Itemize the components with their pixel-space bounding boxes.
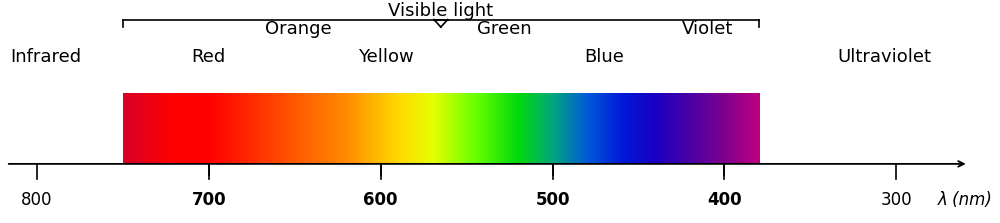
Text: Blue: Blue [584,48,624,66]
Text: λ (nm): λ (nm) [938,191,992,209]
Text: Infrared: Infrared [10,48,81,66]
Text: Green: Green [477,20,532,38]
Text: 700: 700 [191,191,226,209]
Text: Orange: Orange [265,20,331,38]
Text: Violet: Violet [682,20,733,38]
Text: 300: 300 [881,191,912,209]
Text: Ultraviolet: Ultraviolet [837,48,931,66]
Text: 600: 600 [363,191,398,209]
Text: Yellow: Yellow [358,48,414,66]
Text: Visible light: Visible light [388,2,493,20]
Text: 500: 500 [535,191,570,209]
Text: Red: Red [192,48,226,66]
Text: 800: 800 [21,191,53,209]
Text: 400: 400 [707,191,742,209]
